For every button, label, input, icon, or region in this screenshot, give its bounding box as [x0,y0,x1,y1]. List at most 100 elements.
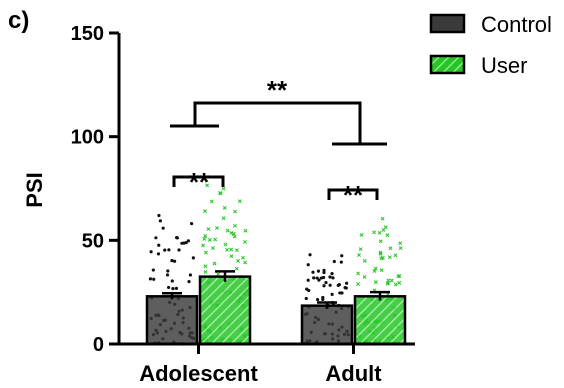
data-point-control [186,239,190,243]
data-point-control [339,260,343,264]
data-point-user [373,266,378,271]
data-point-user [211,246,215,250]
data-point-user [362,274,367,279]
data-point-user [207,237,212,242]
data-point-user [218,191,223,196]
data-point-control [316,269,321,273]
data-point-control [184,241,188,245]
legend-label-control: Control [481,12,552,37]
error-bar [215,270,235,282]
data-point-user [398,241,403,246]
sig-label-adolescent: ** [189,167,210,197]
legend: Control User [429,12,552,78]
data-point-control [157,243,161,247]
data-point-user [243,260,248,265]
data-point-control [188,273,193,277]
data-point-user [240,255,245,260]
data-point-user [234,248,239,253]
data-point-control [324,280,328,285]
data-point-user [378,239,383,244]
data-point-control [328,283,332,287]
data-point-user [236,258,241,263]
data-point-control [163,248,167,252]
significance-brackets: ** ** ** [170,75,387,210]
data-point-user [372,230,377,235]
data-point-control [172,259,177,263]
data-point-control [149,250,153,254]
data-point-user [201,243,206,248]
data-point-user [213,237,218,242]
x-axis-ticks: Adolescent Adult [139,344,382,386]
data-point-user [385,233,390,238]
panel-label: c) [8,7,29,34]
data-point-user [232,234,237,239]
data-point-user [215,225,219,230]
data-point-user [233,209,237,214]
data-point-user [202,236,207,241]
data-point-user [378,252,383,256]
data-point-control [148,277,153,281]
data-point-control [317,278,321,282]
data-point-user [243,239,247,244]
data-point-control [170,279,174,283]
data-point-user [233,223,237,228]
data-point-user [216,272,221,277]
data-point-user [385,281,390,286]
data-point-control [308,253,312,257]
data-point-user [357,253,361,258]
data-point-control [157,213,161,218]
data-point-user [388,246,393,251]
legend-swatch-user [429,54,466,75]
error-bars [162,270,390,309]
data-point-control [331,276,335,280]
y-tick-label: 50 [82,230,104,252]
data-point-control [322,270,326,275]
data-point-control [332,259,336,264]
data-point-control [187,279,191,284]
data-point-user [203,270,208,275]
data-point-control [336,283,340,288]
data-point-user [379,268,384,273]
legend-swatch-control [429,13,466,34]
data-point-user [393,253,398,258]
data-point-user [212,261,217,266]
data-point-control [177,248,181,252]
data-point-user [206,227,211,232]
data-point-user [203,264,208,269]
data-point-user [225,228,230,233]
bar-user-adolescent [198,275,252,346]
data-point-control [315,276,319,280]
data-point-user [243,228,248,233]
data-point-user [356,282,361,287]
bar-control-adult [300,304,354,346]
data-point-control [316,298,320,302]
data-point-control [322,284,326,288]
data-point-user [202,209,207,214]
data-point-control [170,259,174,263]
bracket-between-groups [193,101,362,144]
data-point-user [389,278,394,283]
data-point-control [306,263,310,267]
data-point-user [229,254,234,259]
data-point-control [158,219,162,223]
bars [145,275,407,346]
data-point-user [358,247,363,252]
data-point-control [306,278,310,282]
data-point-user [234,266,239,271]
data-point-control [175,235,179,240]
data-point-user [205,183,210,188]
data-point-user [396,274,401,279]
data-point-control [167,248,171,252]
y-tick-label: 0 [93,334,104,356]
data-point-user [393,282,398,287]
data-point-user [380,255,385,260]
data-point-control [344,281,349,285]
data-point-control [322,268,326,272]
y-tick-label: 150 [71,23,104,45]
data-point-control [167,285,171,290]
data-point-control [151,268,155,272]
data-point-user [221,186,226,191]
data-point-control [165,273,170,277]
data-point-control [154,236,158,240]
